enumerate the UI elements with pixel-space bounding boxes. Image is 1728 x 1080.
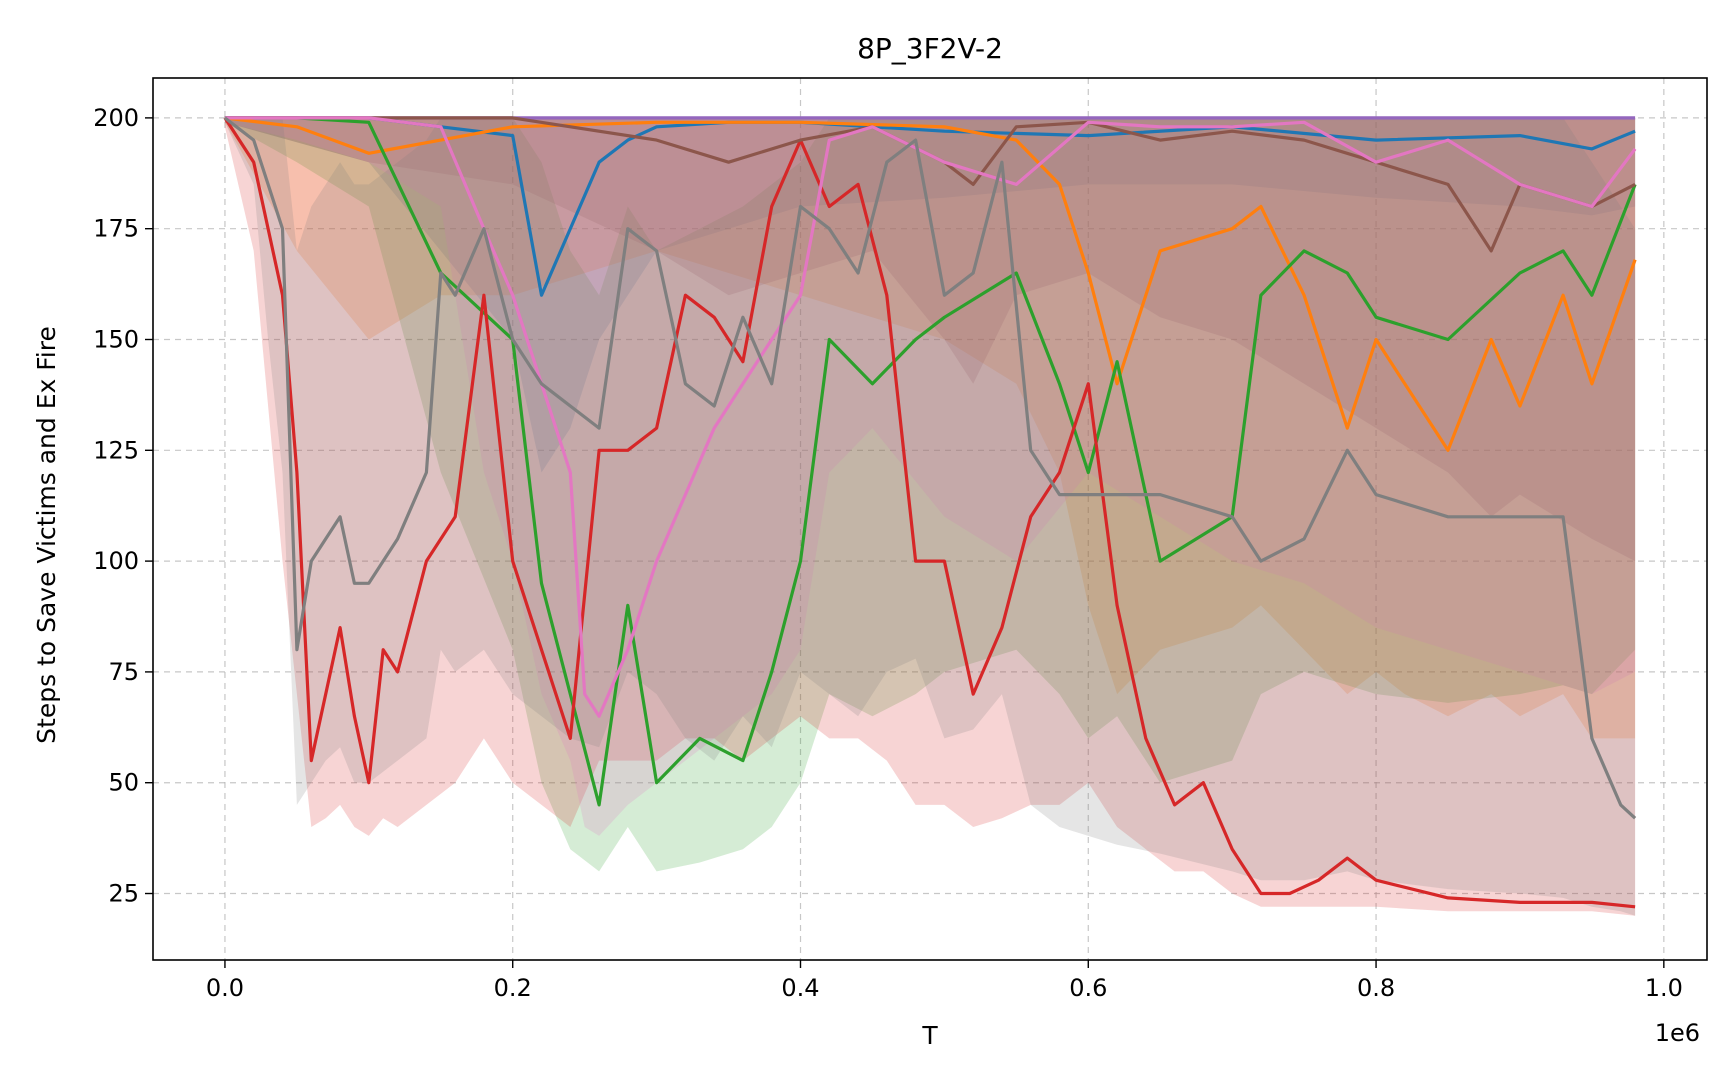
y-tick-label-4: 125 <box>93 436 139 464</box>
series-5-line <box>224 116 1636 253</box>
series-1-line <box>224 116 1637 452</box>
x-tick-label-2: 0.4 <box>781 974 819 1002</box>
series-2-band <box>224 117 1636 872</box>
series-2-line <box>224 116 1637 807</box>
y-tick-label-5: 150 <box>93 325 139 353</box>
series-6-line <box>224 116 1637 718</box>
y-axis-ticks: 25 50 75 100 125 150 175 200 <box>93 104 153 908</box>
series-7-line <box>223 116 1637 820</box>
y-tick-label-6: 175 <box>93 215 139 243</box>
x-axis-ticks: 0.0 0.2 0.4 0.6 0.8 1.0 <box>206 960 1683 1002</box>
x-tick-label-1: 0.2 <box>494 974 532 1002</box>
series-lines <box>223 116 1637 909</box>
confidence-bands <box>224 117 1636 916</box>
x-tick-label-0: 0.0 <box>206 974 244 1002</box>
x-tick-label-4: 0.8 <box>1357 974 1395 1002</box>
y-tick-label-7: 200 <box>93 104 139 132</box>
x-tick-label-5: 1.0 <box>1645 974 1683 1002</box>
y-tick-label-1: 50 <box>108 769 139 797</box>
x-axis-label: T <box>921 1021 938 1050</box>
y-tick-label-2: 75 <box>108 658 139 686</box>
x-axis-offset-label: 1e6 <box>1655 1019 1700 1047</box>
x-tick-label-3: 0.6 <box>1069 974 1107 1002</box>
series-0-band <box>224 117 1636 473</box>
chart-title: 8P_3F2V-2 <box>857 32 1003 65</box>
y-axis-label: Steps to Save Victims and Ex Fire <box>32 326 61 744</box>
series-5-band <box>224 117 1636 562</box>
y-tick-label-0: 25 <box>108 880 139 908</box>
series-0-line <box>224 116 1636 297</box>
plot-frame <box>152 77 1708 961</box>
y-tick-label-3: 100 <box>93 547 139 575</box>
